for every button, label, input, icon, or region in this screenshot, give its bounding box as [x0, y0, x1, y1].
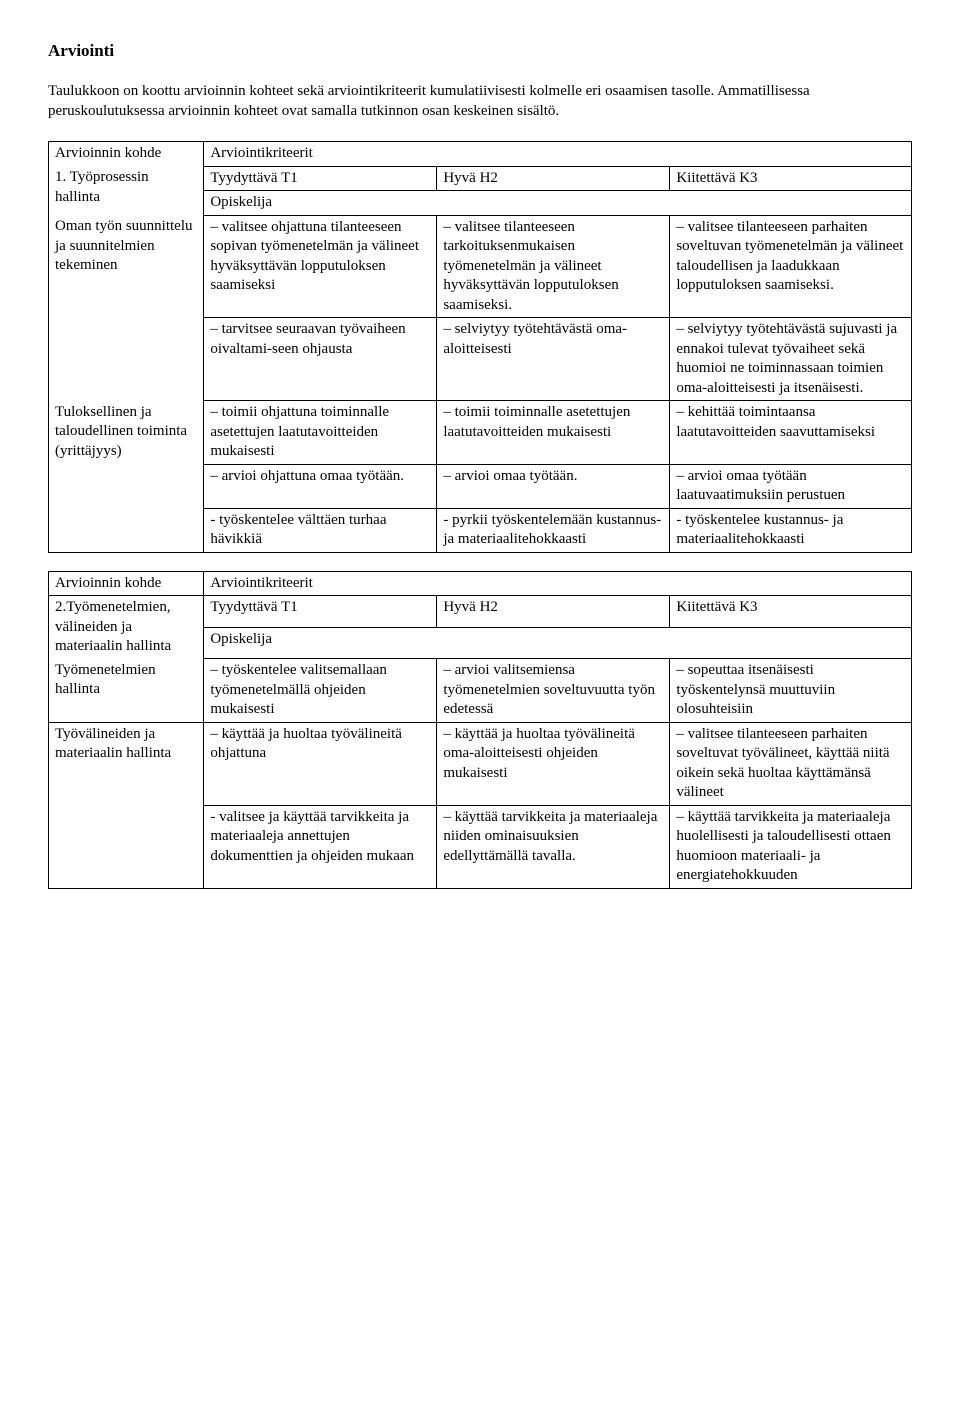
cell-h2: – käyttää tarvikkeita ja materiaaleja ni… — [437, 805, 670, 888]
kriteerit-header: Arviointikriteerit — [204, 142, 912, 167]
cell-t1: – tarvitsee seuraavan työvaiheen oivalta… — [204, 318, 437, 401]
level-k3: Kiitettävä K3 — [670, 166, 912, 191]
cell-t1: - valitsee ja käyttää tarvikkeita ja mat… — [204, 805, 437, 888]
level-k3: Kiitettävä K3 — [670, 596, 912, 628]
kriteerit-header: Arviointikriteerit — [204, 571, 912, 596]
cell-t1: – käyttää ja huoltaa työvälineitä ohjatt… — [204, 722, 437, 805]
target-empty — [49, 805, 204, 888]
cell-h2: – valitsee tilanteeseen tarkoituksenmuka… — [437, 215, 670, 318]
target-methods: Työmenetelmien hallinta — [49, 659, 204, 723]
target-tools: Työvälineiden ja materiaalin hallinta — [49, 722, 204, 805]
target-productive: Tuloksellinen ja taloudellinen toiminta … — [49, 401, 204, 465]
target-empty — [49, 318, 204, 401]
cell-t1: – valitsee ohjattuna tilanteeseen sopiva… — [204, 215, 437, 318]
level-h2: Hyvä H2 — [437, 596, 670, 628]
level-t1: Tyydyttävä T1 — [204, 596, 437, 628]
cell-k3: – arvioi omaa työtään laatuvaatimuksiin … — [670, 464, 912, 508]
intro-paragraph: Taulukkoon on koottu arvioinnin kohteet … — [48, 82, 828, 121]
cell-k3: – kehittää toimintaansa laatutavoitteide… — [670, 401, 912, 465]
cell-h2: – arvioi valitsemiensa työmenetelmien so… — [437, 659, 670, 723]
cell-h2: – arvioi omaa työtään. — [437, 464, 670, 508]
cell-k3: – valitsee tilanteeseen parhaiten sovelt… — [670, 722, 912, 805]
level-t1: Tyydyttävä T1 — [204, 166, 437, 191]
opiskelija-row: Opiskelija — [204, 191, 912, 216]
cell-k3: – sopeuttaa itsenäisesti työskentelynsä … — [670, 659, 912, 723]
opiskelija-row: Opiskelija — [204, 627, 912, 659]
cell-k3: - työskentelee kustannus- ja materiaalit… — [670, 508, 912, 552]
target-empty — [49, 508, 204, 552]
kohde-header: Arvioinnin kohde — [49, 142, 204, 167]
level-h2: Hyvä H2 — [437, 166, 670, 191]
cell-t1: – toimii ohjattuna toiminnalle asetettuj… — [204, 401, 437, 465]
cell-k3: – selviytyy työtehtävästä sujuvasti ja e… — [670, 318, 912, 401]
cell-k3: – valitsee tilanteeseen parhaiten sovelt… — [670, 215, 912, 318]
cell-t1: - työskentelee välttäen turhaa hävikkiä — [204, 508, 437, 552]
cell-k3: – käyttää tarvikkeita ja materiaaleja hu… — [670, 805, 912, 888]
target-own-work: Oman työn suunnittelu ja suunnitelmien t… — [49, 215, 204, 318]
assessment-table-1: Arvioinnin kohde Arviointikriteerit 1. T… — [48, 141, 912, 553]
process-title: 1. Työprosessin hallinta — [49, 166, 204, 215]
cell-h2: – käyttää ja huoltaa työvälineitä oma-al… — [437, 722, 670, 805]
cell-h2: – selviytyy työtehtävästä oma-aloitteise… — [437, 318, 670, 401]
methods-title: 2.Työmenetelmien, välineiden ja materiaa… — [49, 596, 204, 659]
cell-h2: - pyrkii työskentelemään kustannus- ja m… — [437, 508, 670, 552]
cell-t1: – työskentelee valitsemallaan työmenetel… — [204, 659, 437, 723]
target-empty — [49, 464, 204, 508]
kohde-header: Arvioinnin kohde — [49, 571, 204, 596]
cell-t1: – arvioi ohjattuna omaa työtään. — [204, 464, 437, 508]
cell-h2: – toimii toiminnalle asetettujen laatuta… — [437, 401, 670, 465]
assessment-table-2: Arvioinnin kohde Arviointikriteerit 2.Ty… — [48, 571, 912, 889]
page-title: Arviointi — [48, 40, 912, 62]
